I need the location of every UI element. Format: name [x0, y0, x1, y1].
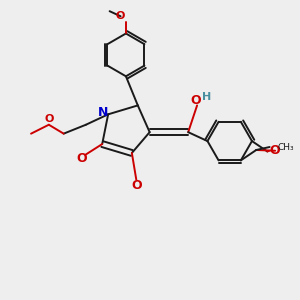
Text: H: H: [202, 92, 211, 102]
Text: O: O: [44, 114, 53, 124]
Text: CH₃: CH₃: [278, 142, 294, 152]
Text: O: O: [190, 94, 201, 106]
Text: O: O: [131, 178, 142, 192]
Text: O: O: [76, 152, 87, 165]
Text: O: O: [270, 144, 280, 157]
Text: N: N: [98, 106, 108, 119]
Text: O: O: [116, 11, 125, 21]
